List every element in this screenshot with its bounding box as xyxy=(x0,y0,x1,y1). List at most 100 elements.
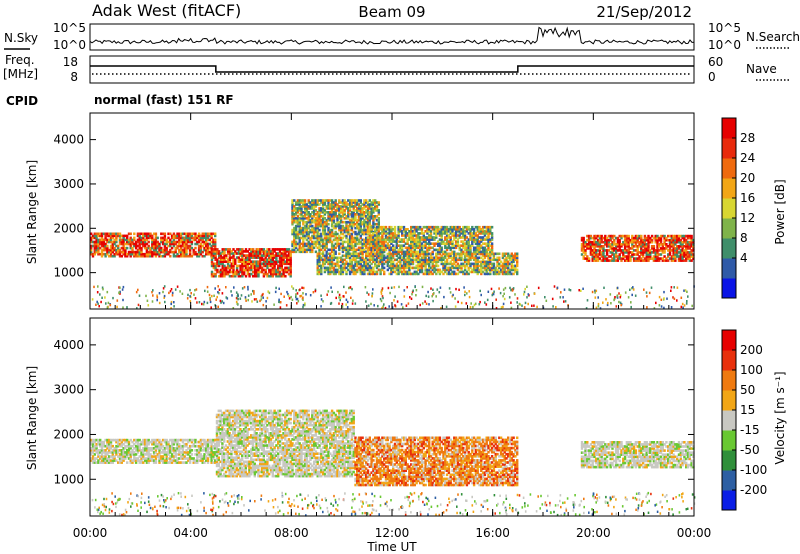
clutter-cell xyxy=(383,303,385,306)
clutter-cell xyxy=(503,292,505,295)
echo-cell xyxy=(454,252,458,256)
echo-cell xyxy=(268,248,271,251)
echo-cell xyxy=(131,248,134,252)
echo-cell xyxy=(438,270,442,274)
echo-cell xyxy=(372,268,375,272)
echo-cell xyxy=(343,262,346,266)
echo-cell xyxy=(174,234,177,238)
echo-cell xyxy=(93,459,96,462)
clutter-cell xyxy=(121,288,124,291)
echo-cell xyxy=(320,215,323,218)
echo-cell xyxy=(330,213,334,216)
echo-cell xyxy=(690,234,693,238)
echo-cell xyxy=(179,236,183,240)
echo-cell xyxy=(140,254,143,258)
echo-cell xyxy=(212,244,215,248)
echo-cell xyxy=(408,234,411,237)
echo-cell xyxy=(359,215,362,218)
echo-cell xyxy=(214,274,217,278)
echo-cell xyxy=(145,236,149,240)
echo-cell xyxy=(138,242,141,246)
echo-cell xyxy=(300,232,303,236)
echo-cell xyxy=(444,232,447,235)
echo-cell xyxy=(291,230,294,234)
echo-cell xyxy=(95,250,98,254)
echo-cell xyxy=(129,240,132,244)
echo-cell xyxy=(221,258,224,261)
echo-cell xyxy=(395,244,398,247)
echo-cell xyxy=(458,225,461,229)
echo-cell xyxy=(404,272,407,276)
echo-cell xyxy=(348,238,352,242)
echo-cell xyxy=(600,255,603,258)
echo-cell xyxy=(345,217,348,220)
echo-cell xyxy=(255,270,258,274)
clutter-cell xyxy=(502,295,504,298)
echo-cell xyxy=(118,250,122,254)
echo-cell xyxy=(467,272,470,276)
echo-cell xyxy=(392,236,395,239)
echo-cell xyxy=(365,254,368,258)
echo-cell xyxy=(503,266,506,270)
echo-cell xyxy=(359,240,362,244)
echo-cell xyxy=(478,248,481,252)
echo-cell xyxy=(330,240,334,244)
echo-cell xyxy=(605,253,609,256)
echo-cell xyxy=(244,274,248,278)
echo-cell xyxy=(97,453,100,456)
echo-cell xyxy=(303,234,307,238)
echo-cell xyxy=(399,228,402,231)
echo-cell xyxy=(129,254,132,258)
echo-cell xyxy=(607,240,611,244)
clutter-cell xyxy=(569,289,572,292)
clutter-cell xyxy=(208,293,211,297)
echo-cell xyxy=(683,240,686,244)
clutter-cell xyxy=(403,295,406,298)
echo-cell xyxy=(478,250,481,254)
echo-cell xyxy=(413,266,416,270)
echo-cell xyxy=(316,203,319,206)
echo-cell xyxy=(631,247,634,250)
clutter-cell xyxy=(519,303,521,306)
echo-cell xyxy=(408,254,411,258)
echo-cell xyxy=(440,232,443,235)
echo-cell xyxy=(273,250,276,253)
echo-cell xyxy=(316,226,319,230)
echo-cell xyxy=(467,244,470,247)
echo-cell xyxy=(95,248,98,252)
clutter-cell xyxy=(421,302,424,305)
echo-cell xyxy=(388,244,391,247)
echo-cell xyxy=(401,272,404,276)
echo-cell xyxy=(399,238,402,241)
echo-cell xyxy=(401,240,404,243)
echo-cell xyxy=(257,248,260,251)
clutter-cell xyxy=(226,297,229,300)
echo-cell xyxy=(359,228,362,232)
echo-cell xyxy=(268,250,271,253)
echo-cell xyxy=(359,266,362,270)
echo-cell xyxy=(190,254,194,258)
echo-cell xyxy=(456,268,460,272)
echo-cell xyxy=(149,236,152,240)
clutter-cell xyxy=(218,288,221,291)
echo-cell xyxy=(593,259,596,262)
echo-cell xyxy=(179,252,183,256)
echo-cell xyxy=(375,234,379,237)
echo-cell xyxy=(368,270,371,274)
echo-cell xyxy=(210,244,213,248)
echo-cell xyxy=(199,248,203,252)
echo-cell xyxy=(273,256,276,259)
echo-cell xyxy=(312,201,316,204)
echo-cell xyxy=(411,242,415,245)
echo-cell xyxy=(320,218,323,222)
echo-cell xyxy=(686,243,690,246)
echo-cell xyxy=(307,240,310,244)
echo-cell xyxy=(323,248,327,252)
echo-cell xyxy=(359,217,362,220)
echo-cell xyxy=(241,260,244,263)
echo-cell xyxy=(406,272,409,276)
clutter-cell xyxy=(472,305,474,309)
colorbar-swatch xyxy=(722,198,736,219)
echo-cell xyxy=(433,260,436,264)
echo-cell xyxy=(411,240,415,243)
